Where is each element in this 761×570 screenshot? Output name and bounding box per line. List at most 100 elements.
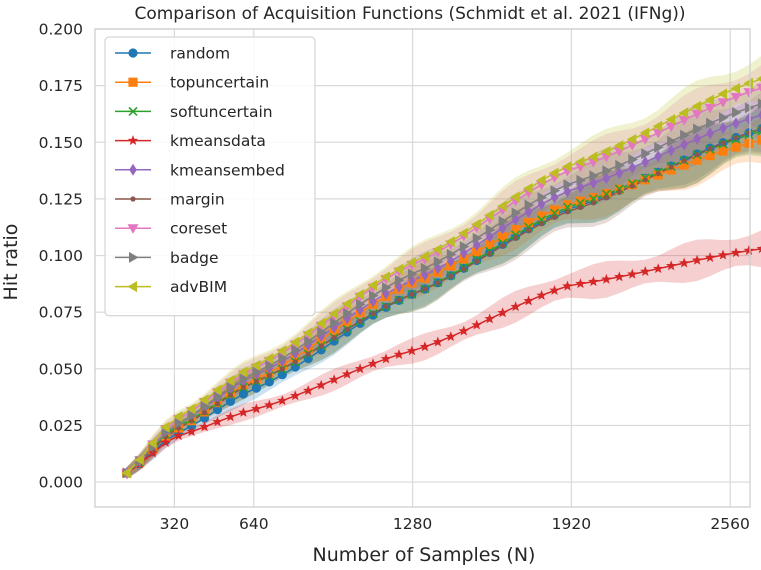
point-softuncertain (511, 230, 521, 240)
point-topuncertain (549, 205, 560, 215)
point-margin (461, 266, 467, 272)
point-kmeansembed (550, 191, 559, 204)
point-advBIM (639, 127, 650, 139)
y-tick-label: 0.150 (39, 134, 83, 152)
point-advBIM (354, 288, 365, 300)
point-kmeansdata (406, 345, 418, 356)
point-topuncertain (588, 192, 598, 203)
legend-item: topuncertain (115, 74, 269, 92)
point-kmeansembed (615, 167, 624, 180)
point-kmeansdata (277, 395, 288, 406)
point-badge (615, 159, 625, 171)
point-margin (201, 410, 208, 416)
point-margin (564, 209, 571, 215)
point-advBIM (536, 174, 546, 186)
point-kmeansdata (652, 263, 664, 274)
point-kmeansdata (302, 385, 314, 396)
legend-marker (127, 135, 139, 146)
point-badge (446, 248, 457, 260)
point-advBIM (250, 359, 261, 371)
legend-label: badge (170, 249, 219, 267)
band-kmeansdata (126, 230, 761, 478)
point-coreset (717, 98, 729, 108)
point-badge (394, 274, 405, 286)
point-margin (318, 343, 324, 349)
point-badge (576, 174, 586, 186)
legend-item: coreset (115, 220, 227, 238)
point-badge (589, 170, 599, 182)
point-kmeansdata (199, 421, 210, 432)
point-advBIM (406, 257, 416, 269)
point-kmeansembed (421, 269, 429, 282)
x-tick-label: 2560 (710, 515, 749, 533)
point-kmeansdata (691, 254, 703, 265)
point-topuncertain (498, 232, 508, 242)
point-kmeansdata (640, 266, 651, 276)
point-margin (733, 135, 739, 141)
point-margin (357, 318, 363, 324)
point-softuncertain (588, 194, 598, 204)
point-kmeansdata (497, 307, 508, 318)
point-badge (498, 215, 509, 227)
point-margin (538, 220, 545, 227)
point-topuncertain (575, 196, 586, 206)
point-margin (370, 310, 376, 317)
point-margin (279, 366, 285, 372)
point-softuncertain (562, 202, 573, 212)
point-badge (265, 360, 275, 372)
point-random (277, 370, 287, 380)
point-advBIM (652, 120, 663, 132)
point-advBIM (484, 209, 494, 221)
point-badge (174, 417, 185, 429)
point-margin (487, 250, 493, 257)
point-kmeansdata (458, 325, 470, 336)
point-advBIM (315, 317, 326, 329)
point-advBIM (289, 336, 300, 348)
point-advBIM (691, 100, 702, 112)
point-topuncertain (705, 150, 715, 161)
point-badge (667, 135, 677, 147)
legend-item: kmeansembed (115, 161, 285, 179)
point-badge (550, 185, 561, 197)
point-kmeansembed (758, 110, 761, 120)
point-margin (435, 280, 441, 286)
point-badge (382, 282, 392, 294)
point-kmeansdata (225, 411, 236, 422)
point-kmeansembed (628, 161, 637, 174)
point-advBIM (704, 94, 715, 106)
point-margin (551, 214, 558, 220)
point-kmeansdata (315, 379, 327, 390)
point-margin (603, 194, 609, 201)
point-softuncertain (524, 222, 534, 232)
point-advBIM (717, 88, 728, 100)
point-margin (720, 140, 726, 146)
point-badge (213, 391, 223, 403)
point-margin (409, 291, 415, 297)
point-topuncertain (511, 225, 521, 235)
legend-item: badge (115, 249, 219, 267)
point-badge (563, 179, 573, 191)
legend-marker (127, 224, 139, 234)
point-badge (654, 141, 664, 153)
point-margin (448, 273, 454, 279)
point-kmeansdata (264, 399, 275, 410)
point-advBIM (199, 394, 209, 406)
point-kmeansdata (393, 349, 405, 360)
point-badge (187, 410, 198, 422)
point-topuncertain (744, 138, 754, 148)
point-badge (693, 123, 703, 135)
point-random (264, 377, 274, 387)
point-kmeansembed (667, 144, 675, 157)
point-kmeansembed (447, 255, 455, 268)
point-badge (524, 199, 535, 211)
point-badge (602, 165, 612, 177)
y-tick-label: 0.100 (39, 247, 83, 265)
point-margin (616, 189, 622, 195)
point-advBIM (587, 151, 598, 163)
point-badge (356, 298, 366, 310)
point-softuncertain (614, 184, 624, 194)
y-axis-label: Hit ratio (0, 224, 22, 301)
legend-label: kmeansdata (170, 132, 266, 150)
point-margin (525, 227, 532, 234)
point-advBIM (445, 236, 455, 248)
